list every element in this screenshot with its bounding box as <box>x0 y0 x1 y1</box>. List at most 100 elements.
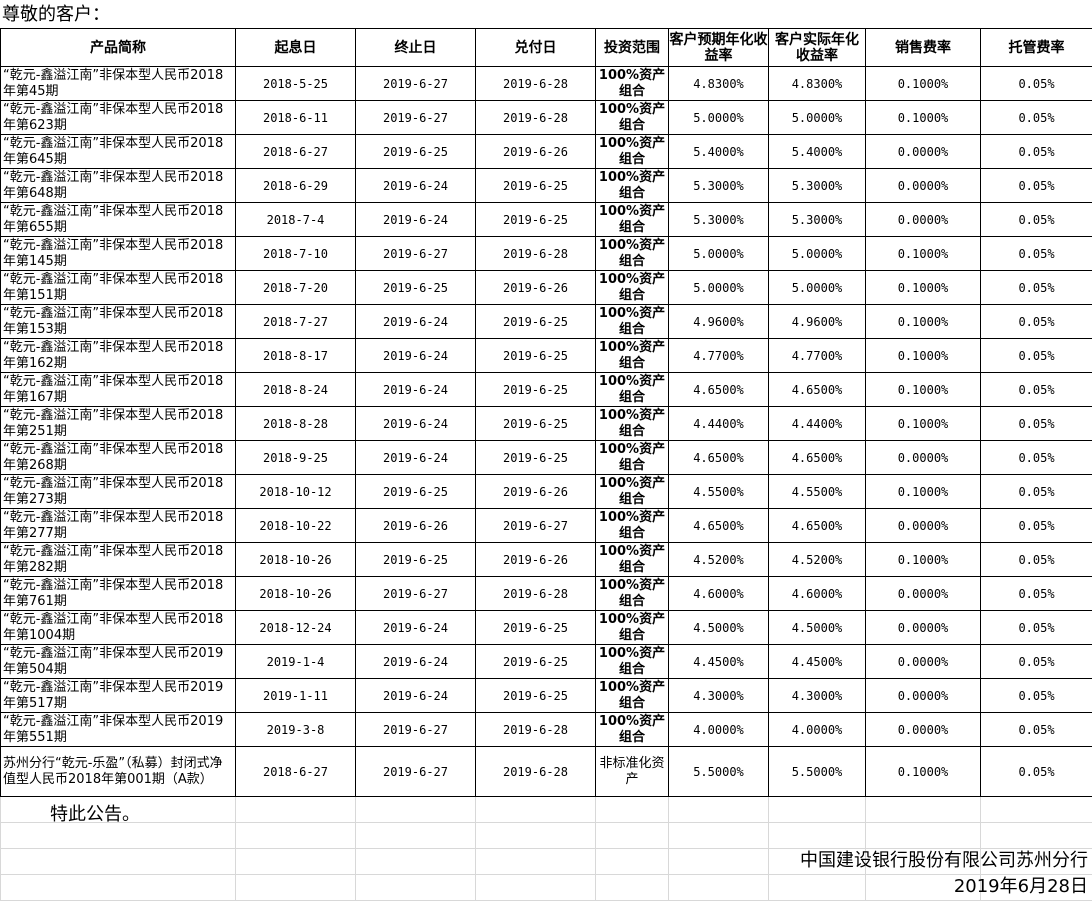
cell-actual-yield: 5.0000% <box>769 237 866 271</box>
cell-expected-yield: 4.6500% <box>669 509 769 543</box>
cell-payment-date: 2019-6-25 <box>476 407 596 441</box>
cell-end-date: 2019-6-25 <box>356 543 476 577</box>
cell-investment-scope: 100%资产组合 <box>596 305 669 339</box>
notice-text: 特此公告。 <box>50 800 140 826</box>
empty-cell <box>981 797 1092 823</box>
header-expected-yield: 客户预期年化收益率 <box>669 29 769 67</box>
cell-product-name: “乾元-鑫溢江南”非保本型人民币2018年第273期 <box>1 475 236 509</box>
empty-cell <box>596 797 669 823</box>
empty-row <box>1 875 1092 901</box>
cell-investment-scope: 非标准化资产 <box>596 747 669 797</box>
cell-investment-scope: 100%资产组合 <box>596 645 669 679</box>
cell-start-date: 2018-10-26 <box>236 543 356 577</box>
cell-sales-fee: 0.0000% <box>866 509 981 543</box>
cell-sales-fee: 0.1000% <box>866 407 981 441</box>
cell-investment-scope: 100%资产组合 <box>596 169 669 203</box>
cell-expected-yield: 5.0000% <box>669 237 769 271</box>
cell-product-name: “乾元-鑫溢江南”非保本型人民币2019年第517期 <box>1 679 236 713</box>
empty-cell <box>1 849 236 875</box>
empty-cell <box>236 875 356 901</box>
empty-cell <box>476 849 596 875</box>
cell-expected-yield: 4.5500% <box>669 475 769 509</box>
cell-payment-date: 2019-6-27 <box>476 509 596 543</box>
cell-payment-date: 2019-6-26 <box>476 135 596 169</box>
cell-expected-yield: 4.9600% <box>669 305 769 339</box>
cell-payment-date: 2019-6-25 <box>476 203 596 237</box>
cell-sales-fee: 0.0000% <box>866 645 981 679</box>
header-start-date: 起息日 <box>236 29 356 67</box>
cell-start-date: 2018-10-22 <box>236 509 356 543</box>
empty-cell <box>356 823 476 849</box>
cell-investment-scope: 100%资产组合 <box>596 271 669 305</box>
cell-start-date: 2018-6-11 <box>236 101 356 135</box>
cell-investment-scope: 100%资产组合 <box>596 577 669 611</box>
cell-product-name: “乾元-鑫溢江南”非保本型人民币2018年第282期 <box>1 543 236 577</box>
header-row: 产品简称起息日终止日兑付日投资范围客户预期年化收益率客户实际年化收益率销售费率托… <box>1 29 1092 67</box>
empty-cell <box>866 797 981 823</box>
cell-expected-yield: 4.6500% <box>669 373 769 407</box>
cell-product-name: “乾元-鑫溢江南”非保本型人民币2018年第645期 <box>1 135 236 169</box>
cell-start-date: 2018-10-26 <box>236 577 356 611</box>
cell-start-date: 2019-1-4 <box>236 645 356 679</box>
cell-sales-fee: 0.0000% <box>866 577 981 611</box>
cell-expected-yield: 5.0000% <box>669 101 769 135</box>
empty-cell <box>769 875 866 901</box>
cell-actual-yield: 4.5000% <box>769 611 866 645</box>
cell-start-date: 2018-8-28 <box>236 407 356 441</box>
cell-actual-yield: 5.3000% <box>769 169 866 203</box>
cell-investment-scope: 100%资产组合 <box>596 407 669 441</box>
cell-start-date: 2018-12-24 <box>236 611 356 645</box>
empty-cell <box>866 823 981 849</box>
empty-cell <box>596 823 669 849</box>
cell-payment-date: 2019-6-25 <box>476 679 596 713</box>
cell-actual-yield: 4.6500% <box>769 509 866 543</box>
cell-payment-date: 2019-6-28 <box>476 713 596 747</box>
cell-investment-scope: 100%资产组合 <box>596 339 669 373</box>
empty-cell <box>1 875 236 901</box>
cell-custody-fee: 0.05% <box>981 577 1092 611</box>
cell-payment-date: 2019-6-25 <box>476 169 596 203</box>
cell-investment-scope: 100%资产组合 <box>596 373 669 407</box>
cell-custody-fee: 0.05% <box>981 645 1092 679</box>
empty-cell <box>476 797 596 823</box>
cell-end-date: 2019-6-24 <box>356 339 476 373</box>
cell-product-name: “乾元-鑫溢江南”非保本型人民币2018年第45期 <box>1 67 236 101</box>
cell-end-date: 2019-6-24 <box>356 645 476 679</box>
cell-end-date: 2019-6-24 <box>356 305 476 339</box>
empty-cell <box>669 823 769 849</box>
cell-actual-yield: 4.5200% <box>769 543 866 577</box>
cell-sales-fee: 0.0000% <box>866 135 981 169</box>
cell-sales-fee: 0.1000% <box>866 101 981 135</box>
header-custody-fee: 托管费率 <box>981 29 1092 67</box>
signature-org: 中国建设银行股份有限公司苏州分行 <box>800 846 1088 872</box>
header-sales-fee: 销售费率 <box>866 29 981 67</box>
product-table: 产品简称起息日终止日兑付日投资范围客户预期年化收益率客户实际年化收益率销售费率托… <box>0 28 1092 901</box>
empty-row <box>1 797 1092 823</box>
cell-payment-date: 2019-6-25 <box>476 611 596 645</box>
cell-end-date: 2019-6-24 <box>356 679 476 713</box>
cell-product-name: “乾元-鑫溢江南”非保本型人民币2019年第504期 <box>1 645 236 679</box>
cell-investment-scope: 100%资产组合 <box>596 135 669 169</box>
cell-custody-fee: 0.05% <box>981 271 1092 305</box>
header-investment-scope: 投资范围 <box>596 29 669 67</box>
cell-start-date: 2018-9-25 <box>236 441 356 475</box>
cell-expected-yield: 5.3000% <box>669 203 769 237</box>
cell-actual-yield: 4.4400% <box>769 407 866 441</box>
empty-cell <box>669 849 769 875</box>
cell-expected-yield: 4.4500% <box>669 645 769 679</box>
cell-start-date: 2019-3-8 <box>236 713 356 747</box>
cell-end-date: 2019-6-27 <box>356 67 476 101</box>
cell-end-date: 2019-6-24 <box>356 441 476 475</box>
empty-cell <box>669 797 769 823</box>
empty-cell <box>1 823 236 849</box>
cell-start-date: 2018-7-27 <box>236 305 356 339</box>
cell-sales-fee: 0.0000% <box>866 679 981 713</box>
empty-cell <box>981 823 1092 849</box>
cell-expected-yield: 4.5000% <box>669 611 769 645</box>
